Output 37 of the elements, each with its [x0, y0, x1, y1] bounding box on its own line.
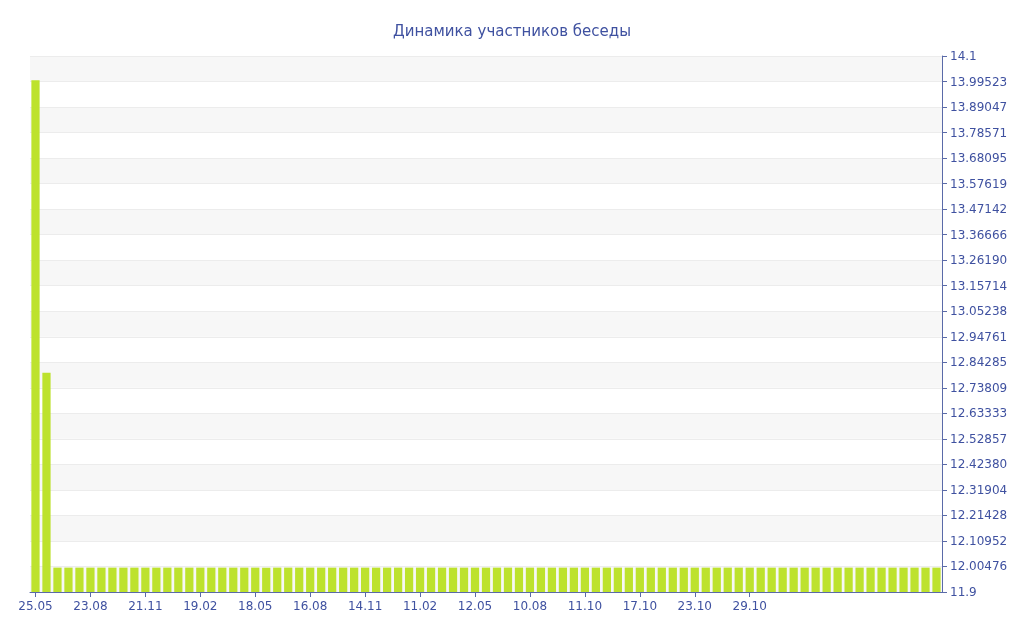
y-tick-label: 12.31904: [950, 482, 1008, 497]
y-tick-label: 13.15714: [950, 278, 1008, 293]
y-tick-label: 13.99523: [950, 74, 1008, 89]
x-tick-label: 23.08: [73, 599, 108, 613]
y-tick-label: 12.94761: [950, 329, 1008, 344]
y-tick-label: 12.00476: [950, 559, 1008, 574]
y-tick-label: 13.05238: [950, 304, 1008, 319]
y-tick-label: 13.68095: [950, 151, 1008, 166]
y-tick-label: 12.52857: [950, 431, 1008, 446]
y-tick-label: 13.47142: [950, 202, 1008, 217]
y-tick-label: 14.1: [950, 49, 977, 63]
x-tick-label: 25.05: [18, 599, 53, 613]
y-tick-label: 11.9: [950, 585, 977, 599]
y-tick-label: 13.89047: [950, 100, 1008, 115]
chart-title: Динамика участников беседы: [392, 21, 632, 40]
x-tick-label: 14.11: [347, 599, 383, 613]
y-tick-label: 12.73809: [950, 380, 1008, 395]
x-tick-label: 10.08: [512, 599, 548, 613]
x-tick-label: 18.05: [238, 599, 273, 613]
x-tick-label: 17.10: [622, 599, 658, 613]
x-tick-label: 11.02: [402, 599, 438, 613]
y-tick-label: 12.10952: [950, 533, 1008, 548]
y-tick-label: 13.36666: [950, 227, 1008, 242]
x-tick-label: 19.02: [183, 599, 218, 613]
y-tick-label: 12.84285: [950, 355, 1008, 370]
y-tick-label: 13.57619: [950, 176, 1008, 191]
y-tick-label: 12.63333: [950, 406, 1008, 421]
x-tick-label: 11.10: [567, 599, 603, 613]
x-tick-label: 12.05: [457, 599, 493, 613]
x-tick-label: 23.10: [677, 599, 712, 613]
y-tick-label: 12.21428: [950, 508, 1008, 523]
x-tick-label: 29.10: [732, 599, 767, 613]
x-tick-label: 21.11: [128, 599, 163, 613]
x-tick-label: 16.08: [293, 599, 328, 613]
y-tick-label: 13.78571: [950, 125, 1008, 140]
y-tick-label: 12.42380: [950, 457, 1008, 472]
y-tick-label: 13.26190: [950, 253, 1008, 268]
